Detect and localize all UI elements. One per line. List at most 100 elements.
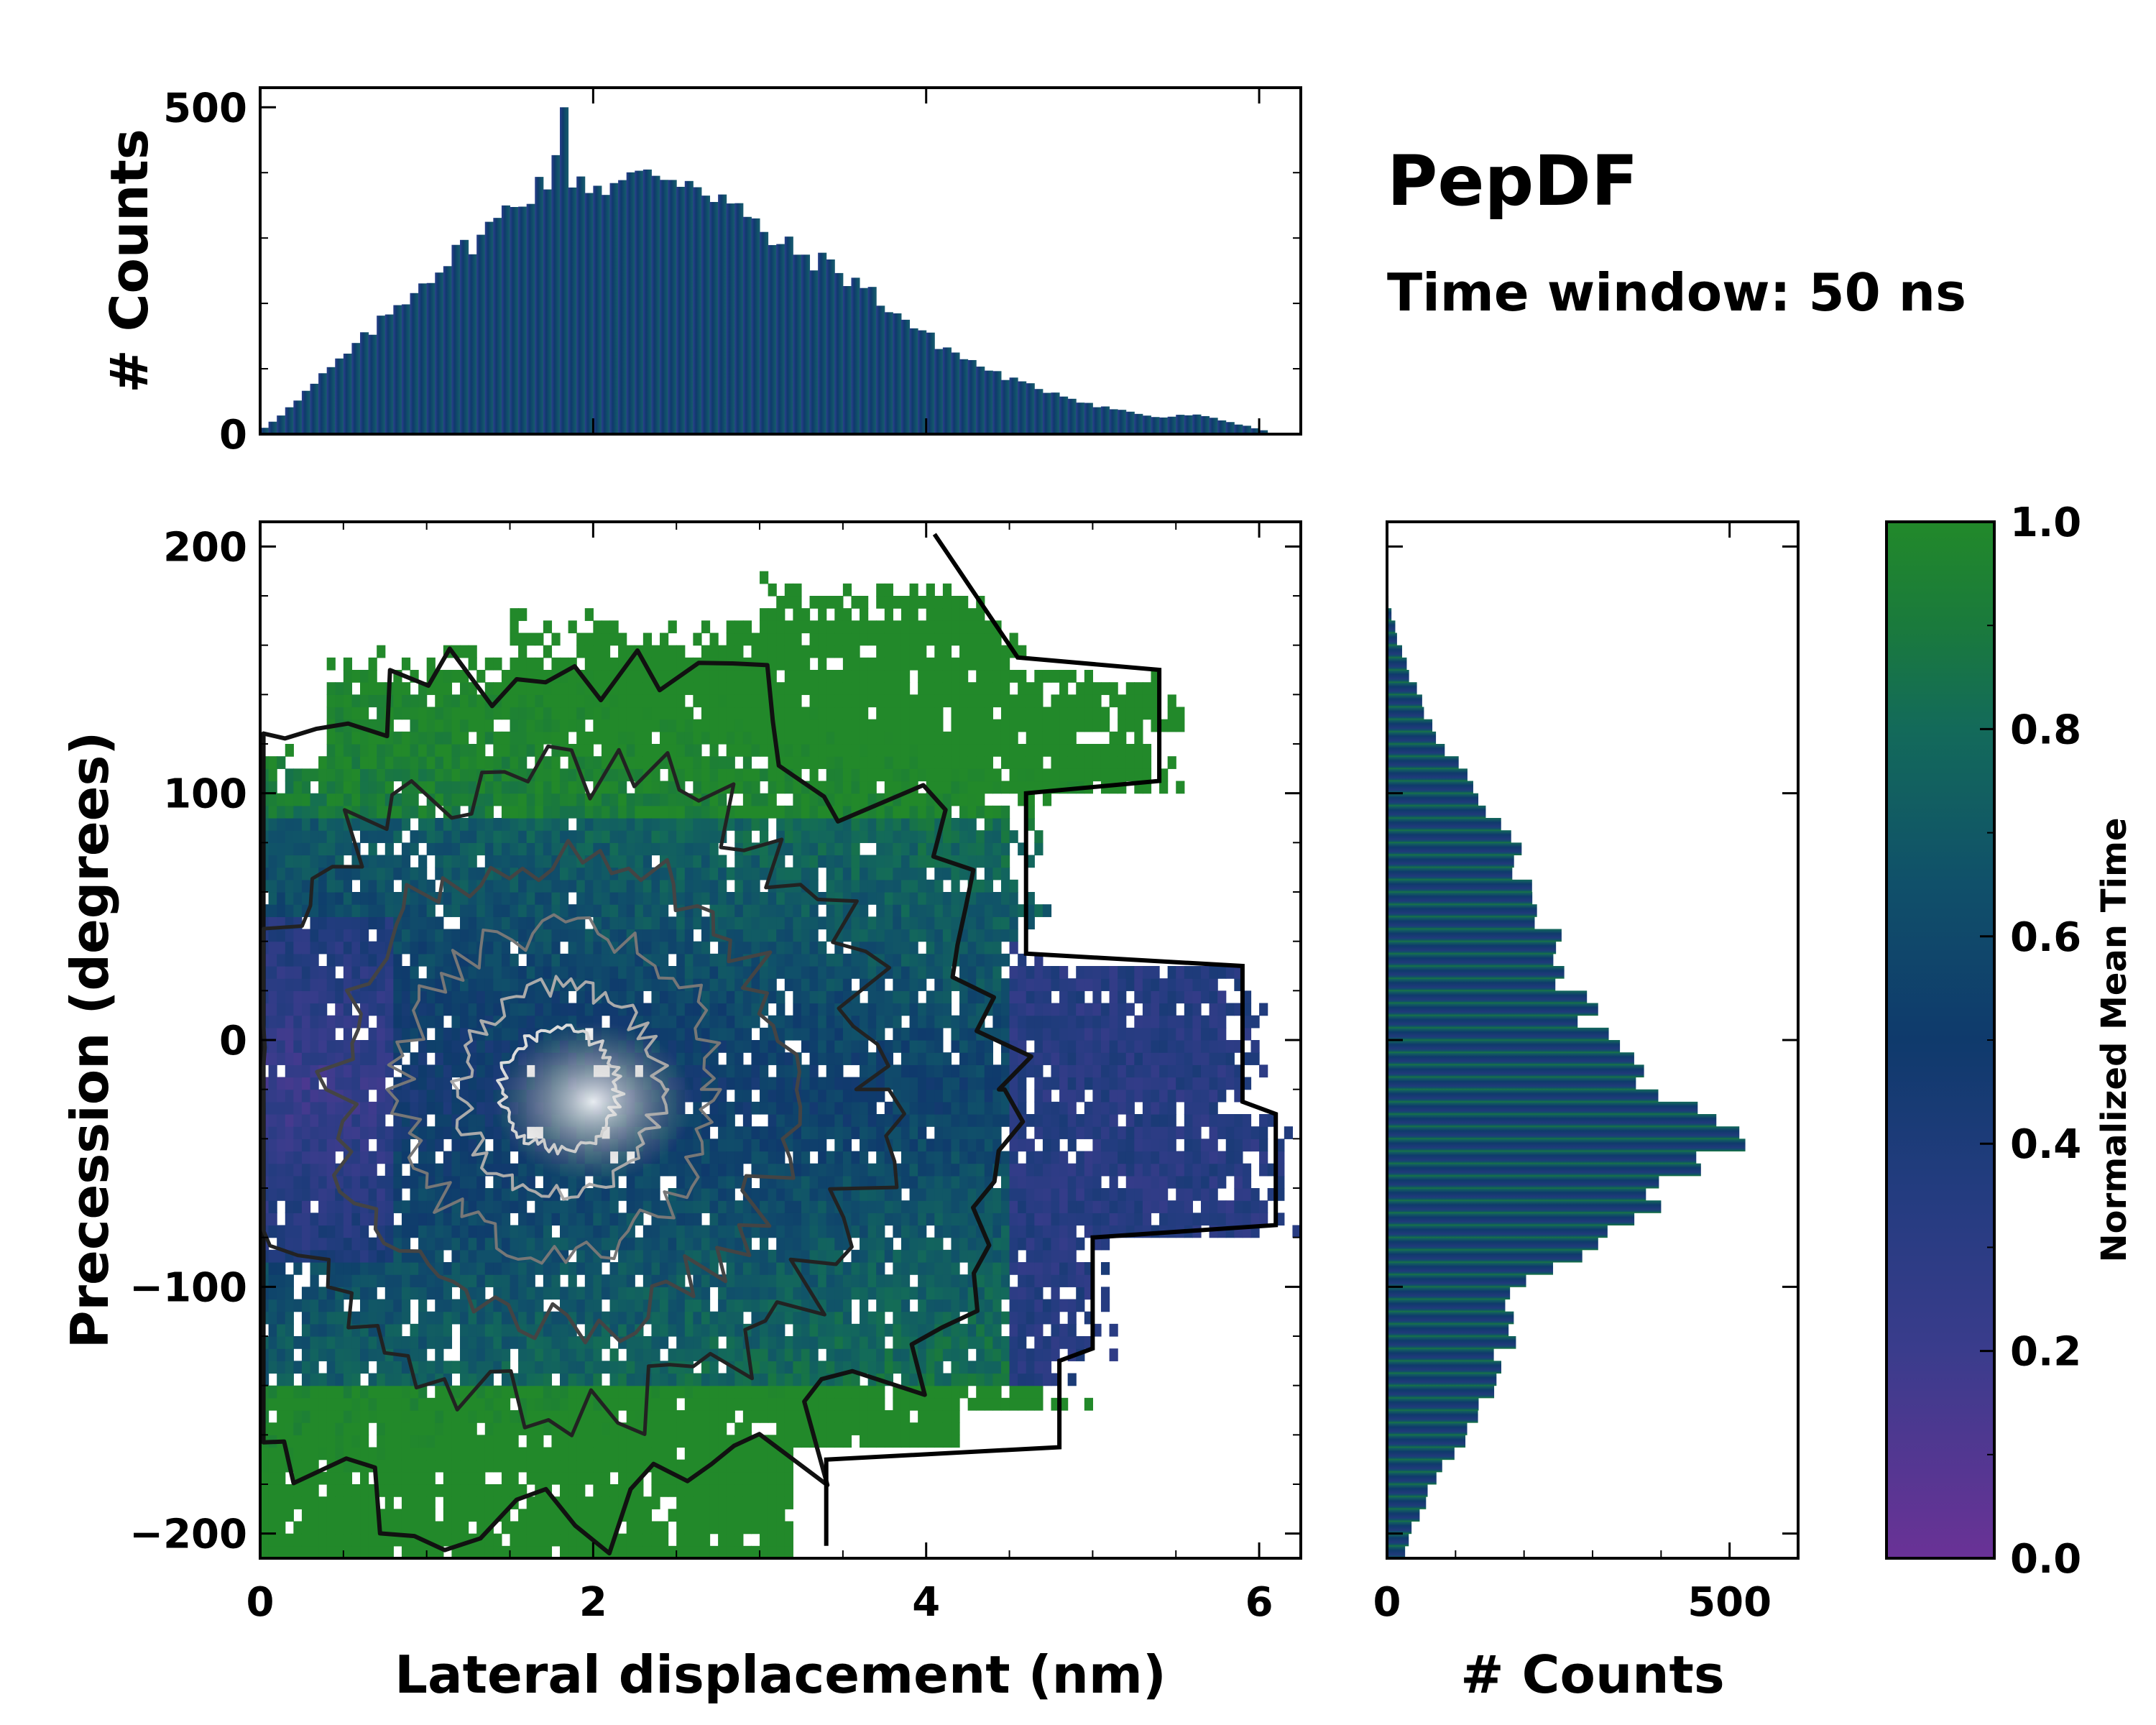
heatmap-cell xyxy=(834,1015,844,1029)
heatmap-cell xyxy=(285,818,294,831)
heatmap-cell xyxy=(518,1237,528,1251)
heatmap-cell xyxy=(435,1422,444,1435)
heatmap-cell xyxy=(460,1509,469,1522)
heatmap-cell xyxy=(501,781,511,794)
heatmap-cell xyxy=(484,1249,494,1263)
heatmap-cell xyxy=(809,966,819,979)
heatmap-cell xyxy=(768,1101,777,1115)
heatmap-cell xyxy=(809,645,819,658)
heatmap-cell xyxy=(518,1299,528,1312)
heatmap-cell xyxy=(709,1151,719,1164)
heatmap-cell xyxy=(460,768,469,782)
heatmap-cell xyxy=(576,1200,586,1213)
heatmap-cell xyxy=(742,1213,752,1226)
heatmap-cell xyxy=(277,1175,286,1189)
heatmap-cell xyxy=(668,1262,677,1275)
heatmap-cell xyxy=(809,990,819,1004)
heatmap-cell xyxy=(351,744,361,757)
heatmap-cell xyxy=(851,620,860,634)
heatmap-cell xyxy=(760,1459,769,1473)
heatmap-cell xyxy=(642,1435,653,1448)
heatmap-cell xyxy=(443,768,453,782)
heatmap-cell xyxy=(518,1262,528,1275)
heatmap-cell xyxy=(484,941,494,954)
heatmap-cell xyxy=(476,1435,486,1448)
heatmap-cell xyxy=(676,719,686,732)
heatmap-cell xyxy=(443,793,453,806)
heatmap-cell xyxy=(768,1410,777,1423)
heatmap-cell xyxy=(268,756,277,769)
heatmap-cell xyxy=(501,805,511,819)
heatmap-cell xyxy=(601,904,611,917)
heatmap-cell xyxy=(635,1509,644,1522)
heatmap-cell xyxy=(526,904,535,917)
heatmap-cell xyxy=(543,1397,553,1411)
heatmap-cell xyxy=(776,867,786,880)
heatmap-cell xyxy=(784,719,793,732)
heatmap-cell xyxy=(410,1521,419,1535)
heatmap-cell xyxy=(584,1200,594,1213)
heatmap-cell xyxy=(418,818,428,831)
heatmap-cell xyxy=(734,1089,744,1103)
heatmap-cell xyxy=(326,855,336,868)
heatmap-cell xyxy=(734,1138,744,1152)
heatmap-cell xyxy=(360,1287,369,1300)
heatmap-cell xyxy=(709,1484,719,1497)
heatmap-cell xyxy=(867,756,877,769)
heatmap-cell xyxy=(268,805,277,819)
heatmap-cell xyxy=(277,1040,286,1053)
heatmap-cell xyxy=(642,879,653,893)
heatmap-cell xyxy=(676,1311,686,1325)
heatmap-cell xyxy=(360,1274,369,1287)
heatmap-cell xyxy=(651,707,660,720)
heatmap-cell xyxy=(543,1323,553,1337)
heatmap-cell xyxy=(684,879,694,893)
heatmap-cell xyxy=(793,990,802,1004)
heatmap-cell xyxy=(451,1188,461,1201)
heatmap-cell xyxy=(609,694,619,708)
heatmap-cell xyxy=(451,842,461,856)
heatmap-cell xyxy=(460,1003,469,1016)
heatmap-cell xyxy=(660,805,669,819)
heatmap-cell xyxy=(360,1422,369,1435)
heatmap-cell xyxy=(701,953,711,967)
heatmap-cell xyxy=(718,1545,727,1559)
heatmap-cell xyxy=(435,1237,444,1251)
heatmap-cell xyxy=(584,1521,594,1535)
heatmap-cell xyxy=(476,1040,486,1053)
heatmap-cell xyxy=(443,1126,453,1139)
heatmap-cell xyxy=(384,1435,394,1448)
heatmap-cell xyxy=(593,620,602,634)
heatmap-cell xyxy=(734,929,744,942)
heatmap-cell xyxy=(268,768,277,782)
heatmap-cell xyxy=(576,694,586,708)
heatmap-cell xyxy=(784,1484,793,1497)
heatmap-cell xyxy=(842,1151,852,1164)
heatmap-cell xyxy=(809,879,819,893)
heatmap-cell xyxy=(734,1126,744,1139)
heatmap-cell xyxy=(693,1225,702,1238)
heatmap-cell xyxy=(784,707,793,720)
heatmap-cell xyxy=(543,694,553,708)
heatmap-cell xyxy=(676,929,686,942)
heatmap-cell xyxy=(384,781,394,794)
heatmap-cell xyxy=(842,1262,852,1275)
heatmap-cell xyxy=(801,830,811,843)
heatmap-cell xyxy=(384,842,394,856)
heatmap-cell xyxy=(693,1237,702,1251)
heatmap-cell xyxy=(826,1299,835,1312)
heatmap-cell xyxy=(310,1410,319,1423)
heatmap-cell xyxy=(318,1040,328,1053)
heatmap-cell xyxy=(510,1225,519,1238)
heatmap-cell xyxy=(535,1385,544,1399)
heatmap-cell xyxy=(718,892,727,905)
heatmap-cell xyxy=(818,1003,827,1016)
heatmap-cell xyxy=(384,1188,394,1201)
heatmap-cell xyxy=(468,842,477,856)
heatmap-cell xyxy=(793,1188,802,1201)
heatmap-cell xyxy=(793,1385,802,1399)
heatmap-cell xyxy=(818,756,827,769)
heatmap-cell xyxy=(360,1101,369,1115)
heatmap-cell xyxy=(718,1175,727,1189)
heatmap-cell xyxy=(518,1188,528,1201)
